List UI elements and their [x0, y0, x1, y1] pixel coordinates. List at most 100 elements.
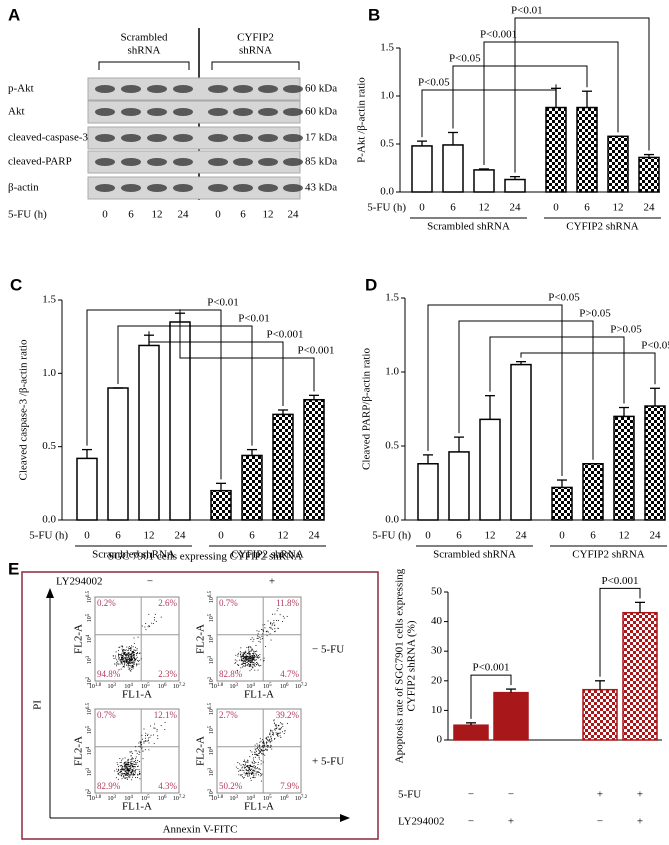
- event-dot: [133, 643, 135, 644]
- plot-frame: [216, 596, 302, 682]
- event-dot: [126, 769, 128, 771]
- event-dot: [124, 764, 126, 766]
- event-dot: [120, 775, 122, 777]
- event-dot: [136, 761, 138, 763]
- event-dot: [249, 663, 251, 665]
- event-dot: [261, 638, 263, 640]
- event-dot: [262, 750, 264, 752]
- plot-tick-label: 105: [86, 613, 93, 622]
- flow-title: SGC 7901 cells expressing CYFIP2 shRNA: [108, 551, 302, 563]
- event-dot: [142, 738, 144, 740]
- event-dot: [246, 771, 248, 773]
- bar: [272, 413, 294, 521]
- event-dot: [261, 746, 263, 748]
- event-dot: [270, 744, 272, 746]
- event-dot: [254, 770, 256, 772]
- event-dot: [249, 756, 251, 758]
- y-tick-label: 0.0: [385, 514, 399, 526]
- event-dot: [124, 654, 126, 655]
- event-dot: [252, 662, 254, 664]
- event-dot: [252, 776, 254, 778]
- event-dot: [254, 776, 256, 778]
- arrow-head: [46, 588, 54, 598]
- tick-exp: 4: [252, 683, 255, 688]
- event-dot: [123, 775, 125, 777]
- tick-base: 10: [209, 658, 215, 664]
- event-dot: [257, 662, 258, 664]
- error-bar: [551, 87, 561, 108]
- blot-band: [233, 184, 253, 192]
- arrow-head: [340, 814, 350, 822]
- blot-band: [208, 108, 228, 116]
- event-dot: [132, 652, 134, 654]
- event-dot: [244, 765, 246, 767]
- event-dot: [237, 768, 239, 770]
- condition-mark: +: [637, 816, 643, 828]
- plot-tick-label: 103: [108, 683, 117, 690]
- event-dot: [262, 741, 264, 743]
- tick-base: 10: [209, 709, 215, 715]
- event-dot: [256, 768, 258, 770]
- tick-exp: 4: [86, 634, 91, 637]
- event-dot: [252, 653, 254, 655]
- event-dot: [242, 652, 244, 654]
- event-dot: [266, 630, 268, 632]
- event-dot: [143, 742, 145, 744]
- event-dot: [245, 657, 247, 659]
- event-dot: [246, 657, 248, 659]
- blot-band: [258, 158, 278, 166]
- event-dot: [261, 774, 262, 776]
- event-dot: [133, 661, 135, 663]
- event-dot: [266, 738, 268, 740]
- event-dot: [132, 657, 134, 659]
- event-dot: [120, 659, 122, 661]
- event-dot: [250, 665, 252, 667]
- plot-tick-label: 106: [158, 683, 167, 690]
- tick-base: 10: [141, 684, 147, 690]
- event-dot: [244, 660, 246, 662]
- event-dot: [246, 653, 248, 654]
- event-dot: [149, 736, 151, 738]
- event-dot: [256, 661, 258, 663]
- event-dot: [260, 780, 262, 782]
- event-dot: [264, 742, 266, 744]
- blot-size-label: 17 kDa: [305, 132, 337, 144]
- event-dot: [249, 658, 251, 660]
- event-dot: [124, 765, 126, 767]
- event-dot: [142, 758, 144, 760]
- event-dot: [130, 765, 132, 767]
- event-dot: [128, 768, 130, 770]
- event-dot: [164, 729, 166, 731]
- event-dot: [273, 622, 275, 624]
- event-dot: [133, 766, 135, 768]
- event-dot: [253, 775, 255, 776]
- event-dot: [252, 660, 253, 662]
- event-dot: [267, 745, 269, 747]
- event-dot: [240, 769, 242, 771]
- event-dot: [247, 765, 249, 767]
- event-dot: [119, 772, 121, 774]
- event-dot: [117, 778, 119, 780]
- event-dot: [118, 647, 120, 649]
- error-bar: [510, 175, 520, 180]
- event-dot: [251, 660, 253, 662]
- row-label: − 5-FU: [312, 644, 344, 656]
- event-dot: [139, 770, 141, 772]
- event-dot: [129, 670, 131, 672]
- event-dot: [249, 765, 251, 767]
- blot-band: [147, 134, 167, 142]
- group-label: Scrambled shRNA: [427, 221, 510, 233]
- group-label: CYFIP2 shRNA: [231, 549, 303, 561]
- event-dot: [254, 766, 256, 768]
- plot-tick-label: 105: [86, 725, 93, 734]
- event-dot: [242, 653, 244, 655]
- event-dot: [259, 656, 261, 658]
- event-dot: [137, 765, 139, 767]
- tick-base: 10: [263, 796, 269, 802]
- event-dot: [116, 770, 118, 772]
- event-dot: [130, 659, 132, 661]
- event-dot: [280, 728, 282, 730]
- group-brace: [211, 61, 300, 70]
- event-dot: [124, 762, 126, 764]
- blot-band: [233, 108, 253, 116]
